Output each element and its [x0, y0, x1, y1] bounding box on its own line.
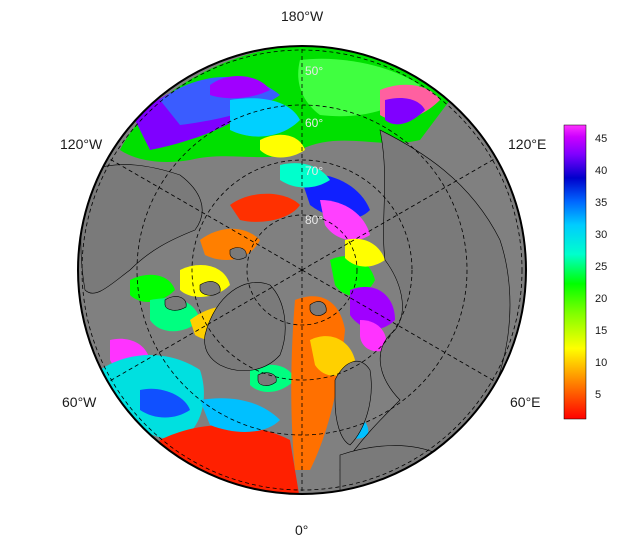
- map-border: [77, 45, 527, 495]
- colorbar-tick-5: 5: [595, 389, 602, 401]
- colorbar-bar: [563, 124, 587, 420]
- colorbar-tick-35: 35: [595, 197, 608, 209]
- ocean-data-field: [100, 46, 450, 494]
- land-masses: [80, 129, 511, 494]
- lon-label-upper-left: 120°W: [60, 136, 103, 152]
- colorbar-tick-20: 20: [595, 293, 608, 305]
- lon-label-lower-left: 60°W: [62, 394, 97, 410]
- lat-label-80: 80°: [305, 213, 324, 227]
- colorbar-tick-45: 45: [595, 133, 608, 145]
- colorbar-tick-25: 25: [595, 261, 608, 273]
- lon-label-lower-right: 60°E: [510, 394, 541, 410]
- lat-label-50: 50°: [305, 64, 324, 78]
- graticule: [81, 46, 523, 494]
- colorbar-tick-40: 40: [595, 165, 608, 177]
- colorbar-tick-10: 10: [595, 357, 608, 369]
- lon-label-upper-right: 120°E: [508, 136, 547, 152]
- lat-label-70: 70°: [305, 164, 324, 178]
- colorbar-tick-15: 15: [595, 325, 608, 337]
- lon-label-top: 180°W: [281, 8, 324, 24]
- lon-label-bottom: 0°: [295, 522, 309, 538]
- lat-label-60: 60°: [305, 116, 324, 130]
- colorbar-tick-30: 30: [595, 229, 608, 241]
- map-disc: [78, 46, 526, 494]
